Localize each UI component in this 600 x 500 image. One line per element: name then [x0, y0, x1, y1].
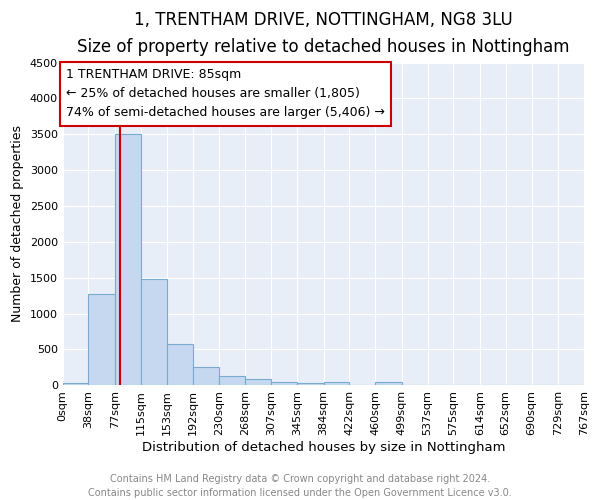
Bar	[297, 383, 323, 386]
Text: 1 TRENTHAM DRIVE: 85sqm
← 25% of detached houses are smaller (1,805)
74% of semi: 1 TRENTHAM DRIVE: 85sqm ← 25% of detache…	[66, 68, 385, 120]
Bar	[245, 379, 271, 386]
X-axis label: Distribution of detached houses by size in Nottingham: Distribution of detached houses by size …	[142, 441, 505, 454]
Bar	[141, 279, 167, 386]
Bar	[375, 382, 402, 386]
Bar	[167, 344, 193, 386]
Bar	[88, 294, 115, 386]
Y-axis label: Number of detached properties: Number of detached properties	[11, 126, 24, 322]
Bar	[115, 134, 141, 386]
Bar	[271, 382, 297, 386]
Bar	[323, 382, 349, 386]
Text: Contains HM Land Registry data © Crown copyright and database right 2024.
Contai: Contains HM Land Registry data © Crown c…	[88, 474, 512, 498]
Bar	[219, 376, 245, 386]
Bar	[62, 383, 88, 386]
Bar	[193, 368, 219, 386]
Title: 1, TRENTHAM DRIVE, NOTTINGHAM, NG8 3LU
Size of property relative to detached hou: 1, TRENTHAM DRIVE, NOTTINGHAM, NG8 3LU S…	[77, 11, 569, 56]
